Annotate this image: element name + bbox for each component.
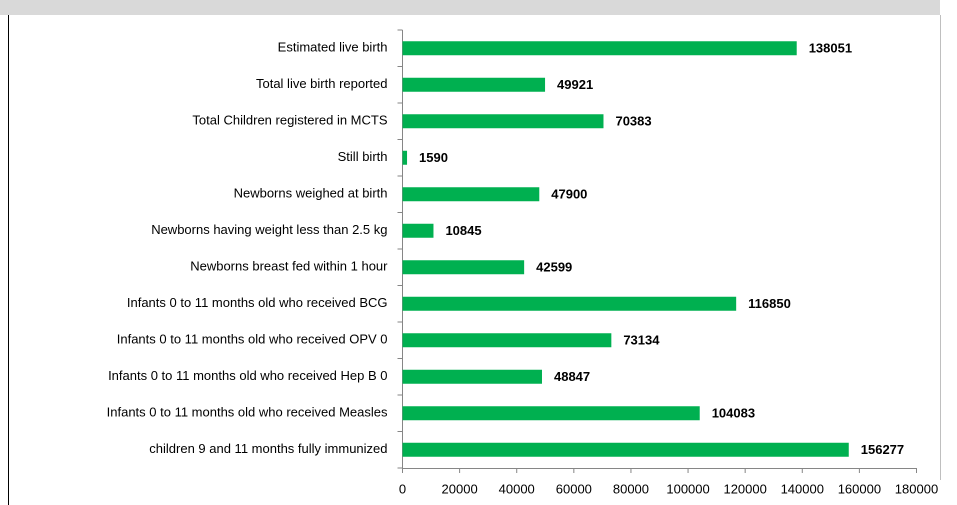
y-tick-label: Total Children registered in MCTS [192,113,387,128]
bar [402,77,546,92]
bar [402,41,797,56]
bar [402,150,408,165]
y-tick-label: Still birth [338,149,388,164]
value-label: 48847 [554,369,590,384]
y-tick-label: Infants 0 to 11 months old who received … [107,405,388,420]
bar [402,187,540,202]
value-label: 116850 [748,296,791,311]
x-tick-label: 20000 [442,481,478,496]
y-tick-label: Infants 0 to 11 months old who received … [108,368,387,383]
bar [402,114,604,129]
x-tick-label: 160000 [838,481,881,496]
x-tick-label: 120000 [723,481,766,496]
bar [402,223,434,238]
y-tick-label: Infants 0 to 11 months old who received … [117,332,388,347]
value-label: 49921 [557,77,593,92]
bar [402,442,849,457]
bar [402,333,612,348]
x-tick-label: 40000 [499,481,535,496]
value-label: 42599 [536,260,572,275]
value-label: 104083 [712,406,755,421]
top-band [0,0,940,15]
y-tick-label: Newborns breast fed within 1 hour [190,259,388,274]
y-tick-label: Newborns having weight less than 2.5 kg [151,222,387,237]
value-label: 47900 [551,187,587,202]
x-tick-label: 60000 [556,481,592,496]
value-label: 10845 [445,223,481,238]
x-tick-label: 80000 [613,481,649,496]
bar [402,296,737,311]
y-tick-label: Newborns weighed at birth [234,186,388,201]
value-label: 138051 [809,41,852,56]
y-tick-label: Estimated live birth [278,40,388,55]
value-label: 70383 [615,114,651,129]
bar [402,369,542,384]
x-tick-label: 0 [399,481,406,496]
value-label: 1590 [419,150,448,165]
x-tick-label: 140000 [781,481,824,496]
bar [402,260,525,275]
bar [402,406,700,421]
y-tick-label: Total live birth reported [256,76,388,91]
x-tick-label: 180000 [895,481,938,496]
y-tick-label: children 9 and 11 months fully immunized [149,441,387,456]
x-tick-label: 100000 [666,481,709,496]
value-label: 73134 [623,333,660,348]
y-tick-label: Infants 0 to 11 months old who received … [127,295,388,310]
value-label: 156277 [861,442,904,457]
